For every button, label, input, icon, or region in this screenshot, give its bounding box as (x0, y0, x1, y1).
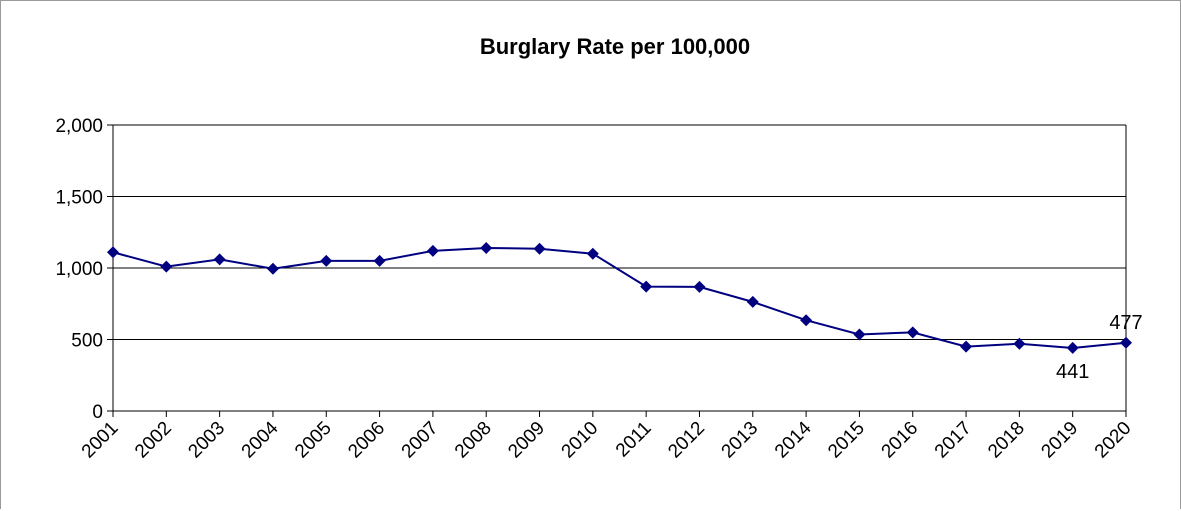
data-point-2015 (853, 328, 866, 341)
data-point-2011 (640, 280, 653, 293)
data-point-2009 (533, 242, 546, 255)
data-point-2014 (800, 314, 813, 327)
x-tick-label-2015: 2015 (824, 418, 869, 463)
y-tick-label: 0 (92, 402, 103, 423)
data-point-2001 (107, 246, 119, 259)
data-point-2019 (1066, 341, 1079, 354)
x-tick-labels: 2001 2002 2003 2004 2005 2006 2007 2008 2009 2010… (78, 417, 1136, 462)
x-tick-label-2019: 2019 (1037, 418, 1082, 463)
y-tick-label: 1,000 (55, 259, 103, 280)
data-label-2020: 477 (1109, 312, 1142, 334)
x-tick-label-2012: 2012 (664, 418, 709, 463)
y-tick-label: 1,500 (55, 188, 103, 209)
data-label-2019: 441 (1056, 361, 1089, 383)
data-point-2004 (266, 262, 279, 275)
data-point-2008 (480, 241, 493, 254)
x-tick-label-2005: 2005 (291, 418, 336, 463)
gridlines (113, 124, 1126, 340)
axes (107, 124, 1127, 417)
data-point-2020 (1120, 336, 1132, 349)
x-tick-label-2007: 2007 (398, 418, 443, 463)
series-line (107, 241, 1132, 354)
y-tick-label: 500 (71, 331, 103, 352)
x-tick-label-2014: 2014 (771, 417, 816, 462)
y-tick-labels: 0 500 1,000 1,500 2,000 (55, 116, 103, 423)
data-point-2012 (693, 280, 706, 293)
x-tick-label-2009: 2009 (504, 418, 549, 463)
data-point-2013 (746, 295, 759, 308)
data-point-2018 (1013, 337, 1026, 350)
x-tick-label-2003: 2003 (184, 418, 229, 463)
x-tick-label-2020: 2020 (1091, 418, 1136, 463)
x-tick-label-2017: 2017 (931, 418, 976, 463)
data-point-2006 (373, 254, 386, 267)
data-labels: 441 477 (1056, 312, 1143, 383)
data-point-2017 (960, 340, 973, 353)
series-0-line (112, 246, 1127, 349)
chart-title: Burglary Rate per 100,000 (480, 34, 750, 59)
data-point-2010 (586, 247, 599, 260)
x-tick-label-2001: 2001 (78, 418, 123, 463)
data-point-2003 (213, 253, 226, 266)
data-point-2005 (320, 254, 333, 267)
data-point-2016 (906, 326, 919, 339)
x-tick-label-2006: 2006 (344, 418, 389, 463)
x-tick-label-2016: 2016 (878, 418, 923, 463)
x-tick-label-2002: 2002 (131, 418, 176, 463)
x-tick-label-2013: 2013 (718, 418, 763, 463)
y-tick-label: 2,000 (55, 116, 103, 137)
x-tick-label-2011: 2011 (612, 418, 656, 462)
x-tick-label-2004: 2004 (238, 417, 283, 462)
x-tick-label-2018: 2018 (984, 418, 1029, 463)
x-tick-label-2008: 2008 (451, 418, 496, 463)
data-point-2007 (426, 244, 439, 257)
data-point-2002 (160, 260, 173, 273)
x-tick-label-2010: 2010 (558, 418, 603, 463)
